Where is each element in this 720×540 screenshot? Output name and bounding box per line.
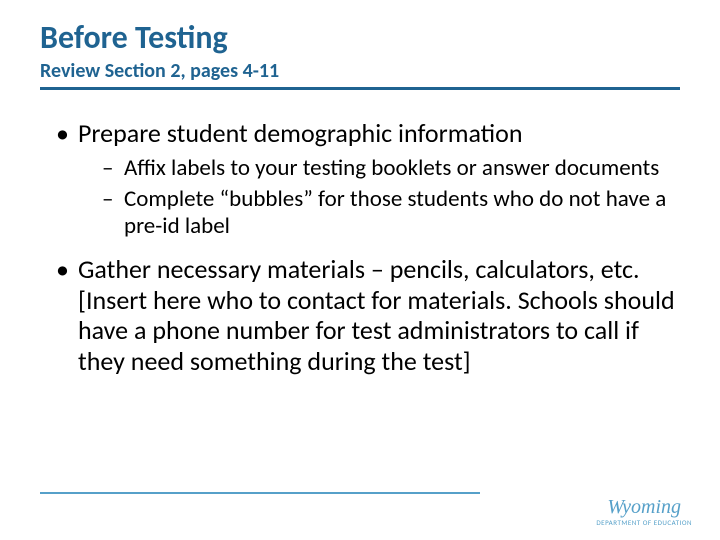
bullet-list-level2: Affix labels to your testing booklets or… [78,155,680,240]
bullet-text: Prepare student demographic information [78,117,523,149]
logo-script-text: Wyoming [596,497,692,517]
slide-subtitle: Review Section 2, pages 4-11 [40,59,680,83]
slide-title: Before Testing [40,18,680,57]
sub-bullet-text: Affix labels to your testing booklets or… [124,154,659,182]
bullet-list-level1: Prepare student demographic information … [40,118,680,377]
slide-content: Prepare student demographic information … [40,118,680,377]
bullet-item: Prepare student demographic information … [56,118,680,240]
bullet-text-prefix: Gather necessary materials – pencils, ca… [78,253,640,285]
bullet-bracket-text: [Insert here who to contact for material… [78,284,675,377]
sub-bullet-text: Complete “bubbles” for those students wh… [124,185,666,240]
bullet-item: Gather necessary materials – pencils, ca… [56,254,680,377]
sub-bullet-item: Affix labels to your testing booklets or… [102,155,680,182]
sub-bullet-item: Complete “bubbles” for those students wh… [102,186,680,240]
wyoming-logo: Wyoming DEPARTMENT OF EDUCATION [596,497,692,526]
footer-rule [40,492,480,494]
title-underline [40,87,680,90]
slide: Before Testing Review Section 2, pages 4… [0,0,720,540]
logo-dept-text: DEPARTMENT OF EDUCATION [596,519,692,526]
